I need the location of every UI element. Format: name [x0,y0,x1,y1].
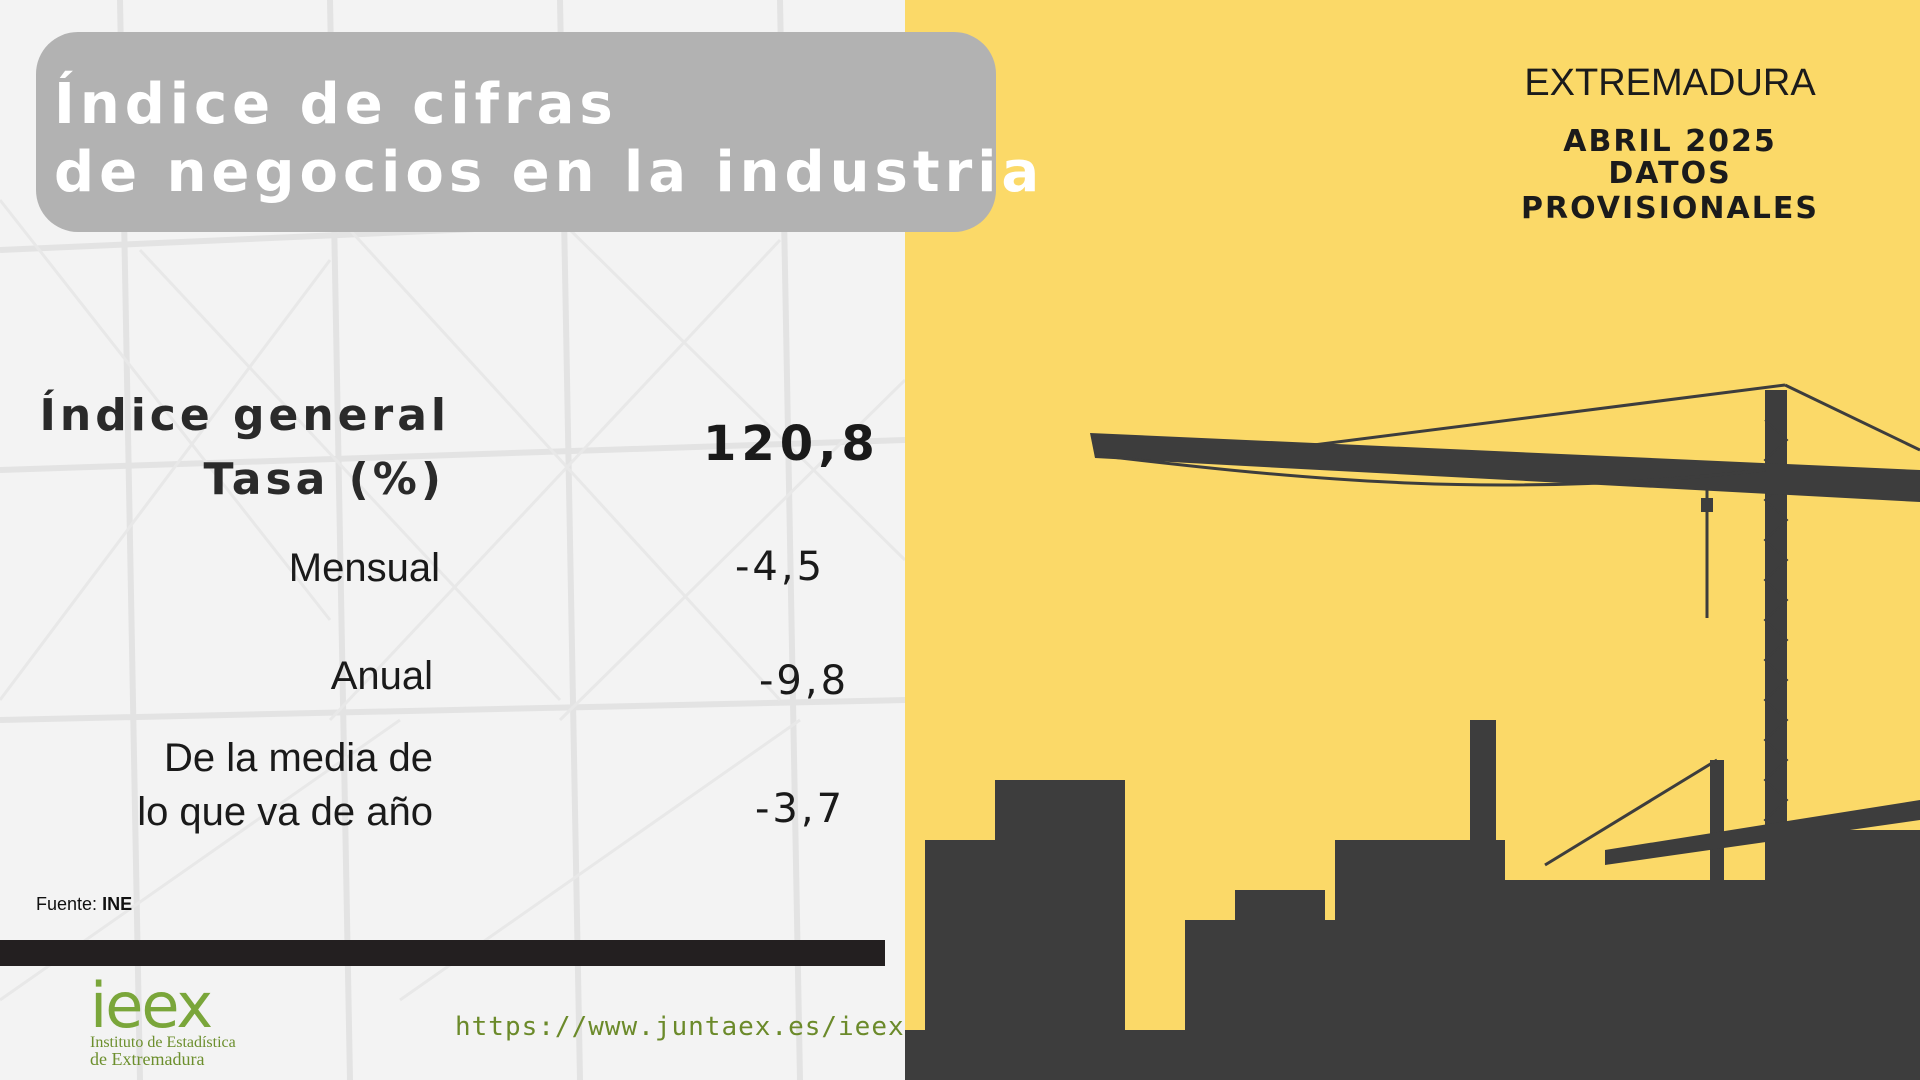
title-box [36,32,996,232]
annual-label: Anual [330,654,433,698]
general-index-value: 120,8 [703,416,880,472]
logo-subtitle-1: Instituto de Estadística [90,1034,236,1051]
general-index-label: Índice general [39,390,450,441]
ieex-logo: ieex Instituto de Estadística de Extrema… [90,969,236,1069]
ytd-value: -3,7 [755,786,846,832]
logo-subtitle-2: de Extremadura [90,1049,205,1069]
footer-divider-bar [0,940,885,966]
annual-value: -9,8 [759,658,850,704]
source-prefix: Fuente: [36,894,98,914]
provisional-label: DATOS PROVISIONALES [1521,156,1819,226]
right-illustration-panel [905,0,1920,1080]
logo-wordmark: ieex [90,969,213,1042]
title-line-1: Índice de cifras [54,72,618,137]
website-link[interactable]: https://www.juntaex.es/ieex [455,1012,905,1042]
rate-label: Tasa (%) [203,454,445,505]
region-label: EXTREMADURA [1524,62,1816,104]
title-line-2: de negocios en la industria [54,140,1045,205]
crane-skyline-illustration [905,383,1920,1080]
monthly-value: -4,5 [735,544,826,590]
source-note: Fuente: INE [36,894,132,915]
monthly-label: Mensual [288,546,440,590]
ytd-label-line-2: lo que va de año [137,790,433,834]
scaffolding-background-image [0,0,905,1080]
period-label: ABRIL 2025 [1563,124,1777,159]
source-name: INE [102,894,133,914]
ytd-label-line-1: De la media de [163,736,433,780]
